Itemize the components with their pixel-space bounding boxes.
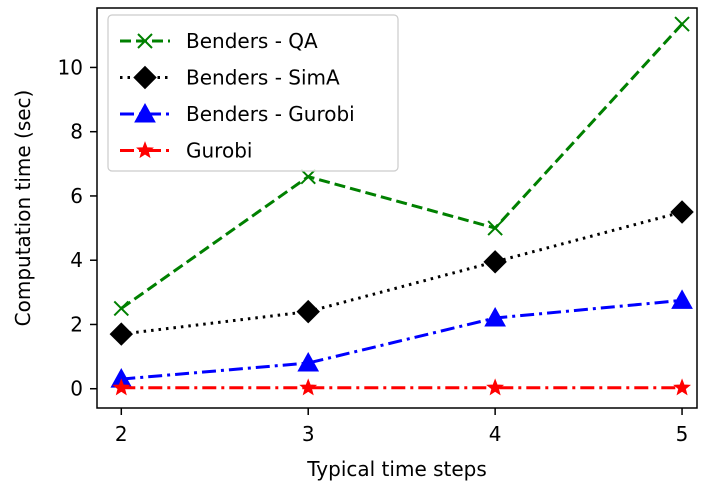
data-point-gurobi: [673, 378, 691, 396]
series-benders-qa: [113, 16, 690, 317]
data-point-gurobi: [112, 378, 131, 396]
legend-label-benders-sima: Benders - SimA: [186, 66, 340, 90]
legend-marker-gurobi: [136, 141, 154, 159]
y-tick-label: 2: [70, 312, 83, 336]
legend: Benders - QA Benders - SimA Benders - Guro…: [107, 14, 399, 172]
x-tick-label: 3: [302, 422, 315, 446]
series-line-benders-gurobi: [121, 298, 683, 381]
legend-label-gurobi: Gurobi: [186, 139, 252, 163]
plot-frame: [96, 7, 698, 409]
legend-item-benders-gurobi: Benders - Gurobi: [120, 102, 355, 126]
axes: 2 3 4 5 0 2 4 6 8 10: [58, 55, 689, 446]
y-tick-label: 10: [58, 55, 83, 79]
data-point-benders-gurobi: [297, 351, 320, 372]
data-point-benders-qa: [300, 168, 316, 185]
series-benders-sima: [109, 200, 694, 346]
series-line-benders-qa: [120, 23, 684, 310]
legend-marker-benders-gurobi: [134, 102, 156, 123]
series-benders-gurobi: [110, 289, 693, 388]
data-point-benders-gurobi: [484, 307, 506, 327]
x-tick-label: 2: [115, 422, 128, 446]
y-tick-label: 6: [70, 184, 83, 208]
x-axis-label: Typical time steps: [306, 457, 487, 481]
y-tick-label: 0: [70, 377, 83, 401]
legend-marker-benders-sima: [133, 65, 157, 90]
y-axis-label: Computation time (sec): [11, 90, 35, 327]
y-tick-label: 8: [70, 120, 83, 144]
series-gurobi: [112, 378, 691, 396]
x-tick-label: 5: [676, 422, 689, 446]
legend-item-gurobi: Gurobi: [120, 139, 252, 163]
legend-box: [107, 14, 399, 172]
data-point-benders-sima: [109, 322, 134, 346]
data-point-benders-qa: [487, 220, 503, 236]
data-point-benders-sima: [483, 250, 507, 274]
data-point-benders-qa: [113, 300, 130, 317]
data-point-benders-sima: [670, 200, 694, 224]
data-point-benders-gurobi: [671, 289, 693, 309]
legend-label-benders-gurobi: Benders - Gurobi: [186, 102, 355, 126]
legend-label-benders-qa: Benders - QA: [186, 29, 318, 53]
data-point-gurobi: [486, 378, 505, 396]
legend-item-benders-sima: Benders - SimA: [120, 66, 340, 90]
data-point-gurobi: [299, 378, 318, 396]
legend-marker-benders-qa: [137, 33, 153, 49]
plot-area: [109, 16, 694, 396]
data-point-benders-qa: [674, 16, 690, 32]
x-tick-label: 4: [489, 422, 502, 446]
data-point-benders-sima: [296, 299, 320, 324]
y-tick-label: 4: [70, 248, 83, 272]
legend-item-benders-qa: Benders - QA: [120, 29, 318, 53]
